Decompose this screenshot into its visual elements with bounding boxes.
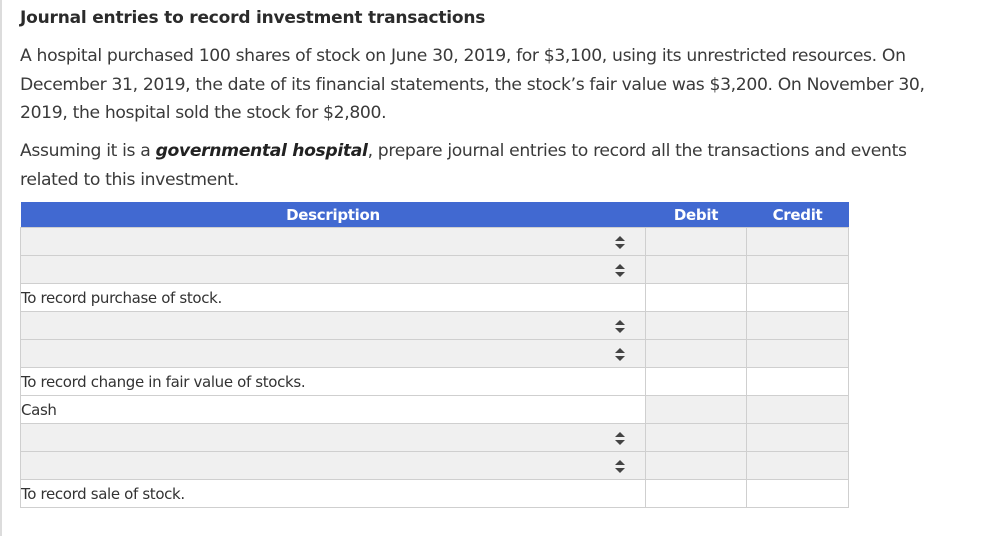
memo-row: To record change in fair value of stocks… [20,367,849,396]
credit-cell [746,479,849,508]
select-arrows-icon [615,236,625,249]
debit-cell [645,479,747,508]
memo-text: To record purchase of stock. [20,283,646,312]
table-row [20,227,849,256]
problem-statement: A hospital purchased 100 shares of stock… [20,46,925,123]
select-arrows-icon [615,320,625,333]
instructions-suffix: , prepare journal entries to record all … [20,141,907,190]
table-row: Cash [20,395,849,424]
table-row [20,311,849,340]
debit-input[interactable] [645,423,747,452]
select-arrows-icon [615,460,625,473]
account-fixed: Cash [20,395,646,424]
memo-text: To record sale of stock. [20,479,646,508]
account-select[interactable] [20,423,646,452]
table-row [20,339,849,368]
table-row [20,423,849,452]
instructions: Assuming it is a governmental hospital, … [20,137,960,194]
instructions-emphasis: governmental hospital [155,141,368,161]
account-select[interactable] [20,227,646,256]
memo-text: To record change in fair value of stocks… [20,367,646,396]
credit-input[interactable] [746,423,849,452]
left-border [0,0,2,536]
credit-input[interactable] [746,311,849,340]
credit-input[interactable] [746,255,849,284]
credit-input[interactable] [746,395,849,424]
account-select[interactable] [20,255,646,284]
debit-input[interactable] [645,451,747,480]
debit-input[interactable] [645,339,747,368]
select-arrows-icon [615,432,625,445]
debit-input[interactable] [645,255,747,284]
credit-input[interactable] [746,227,849,256]
memo-row: To record sale of stock. [20,479,849,508]
table-row [20,255,849,284]
select-arrows-icon [615,264,625,277]
debit-input[interactable] [645,311,747,340]
debit-cell [645,367,747,396]
memo-row: To record purchase of stock. [20,283,849,312]
credit-input[interactable] [746,339,849,368]
instructions-prefix: Assuming it is a [20,141,156,161]
column-header-description: Description [20,202,646,228]
debit-input[interactable] [645,227,747,256]
debit-cell [645,283,747,312]
table-header-row: Description Debit Credit [20,202,849,228]
account-select[interactable] [20,339,646,368]
account-select[interactable] [20,451,646,480]
credit-input[interactable] [746,451,849,480]
credit-cell [746,367,849,396]
journal-entry-table: Description Debit Credit To record purch… [20,202,849,508]
select-arrows-icon [615,348,625,361]
credit-cell [746,283,849,312]
column-header-credit: Credit [746,202,849,228]
table-row [20,451,849,480]
page-title: Journal entries to record investment tra… [20,8,486,28]
debit-input[interactable] [645,395,747,424]
column-header-debit: Debit [645,202,747,228]
account-select[interactable] [20,311,646,340]
